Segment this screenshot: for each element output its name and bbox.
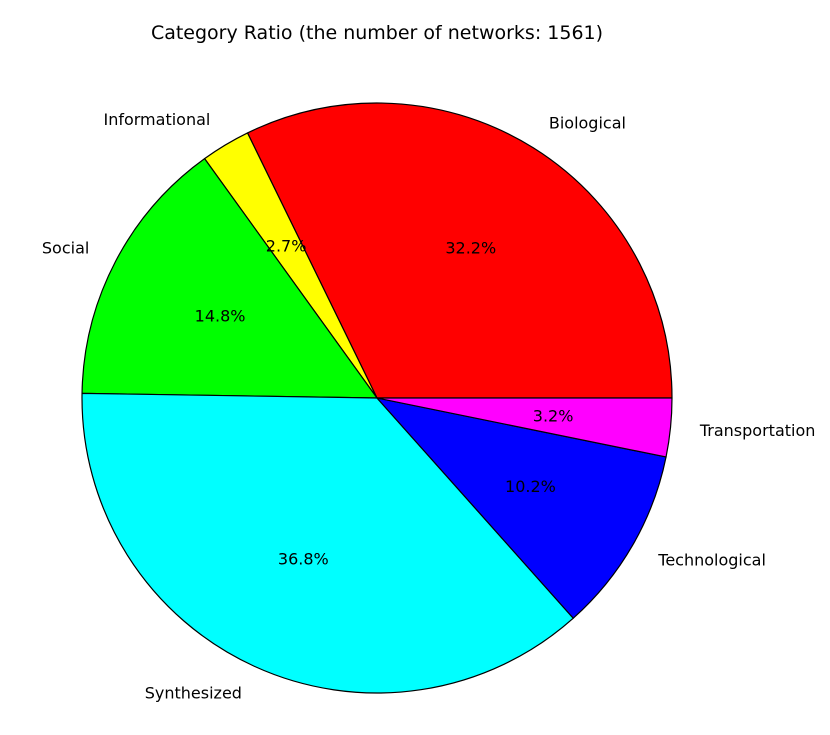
percent-label-synthesized: 36.8%	[278, 549, 329, 568]
percent-label-technological: 10.2%	[505, 477, 556, 496]
pie-slices	[81, 102, 673, 694]
slice-label-transportation: Transportation	[699, 421, 816, 440]
pie-percent-labels: 32.2% 2.7% 14.8% 36.8% 10.2% 3.2%	[195, 237, 574, 569]
percent-label-informational: 2.7%	[266, 237, 307, 256]
slice-label-informational: Informational	[103, 110, 210, 129]
pie-slice-social	[81, 158, 378, 399]
slice-label-social: Social	[42, 238, 89, 257]
slice-label-synthesized: Synthesized	[145, 684, 242, 703]
chart-title: Category Ratio (the number of networks: …	[151, 22, 603, 44]
slice-label-technological: Technological	[657, 550, 766, 569]
slice-label-biological: Biological	[549, 113, 626, 132]
pie-slice-labels: Biological Informational Social Synthesized…	[42, 110, 815, 703]
percent-label-social: 14.8%	[195, 307, 246, 326]
pie-slice-transportation	[376, 397, 673, 458]
percent-label-biological: 32.2%	[445, 238, 496, 257]
pie-slice-biological	[246, 102, 673, 399]
percent-label-transportation: 3.2%	[533, 406, 574, 425]
pie-slice-technological	[376, 397, 667, 619]
pie-slice-synthesized	[81, 392, 574, 694]
